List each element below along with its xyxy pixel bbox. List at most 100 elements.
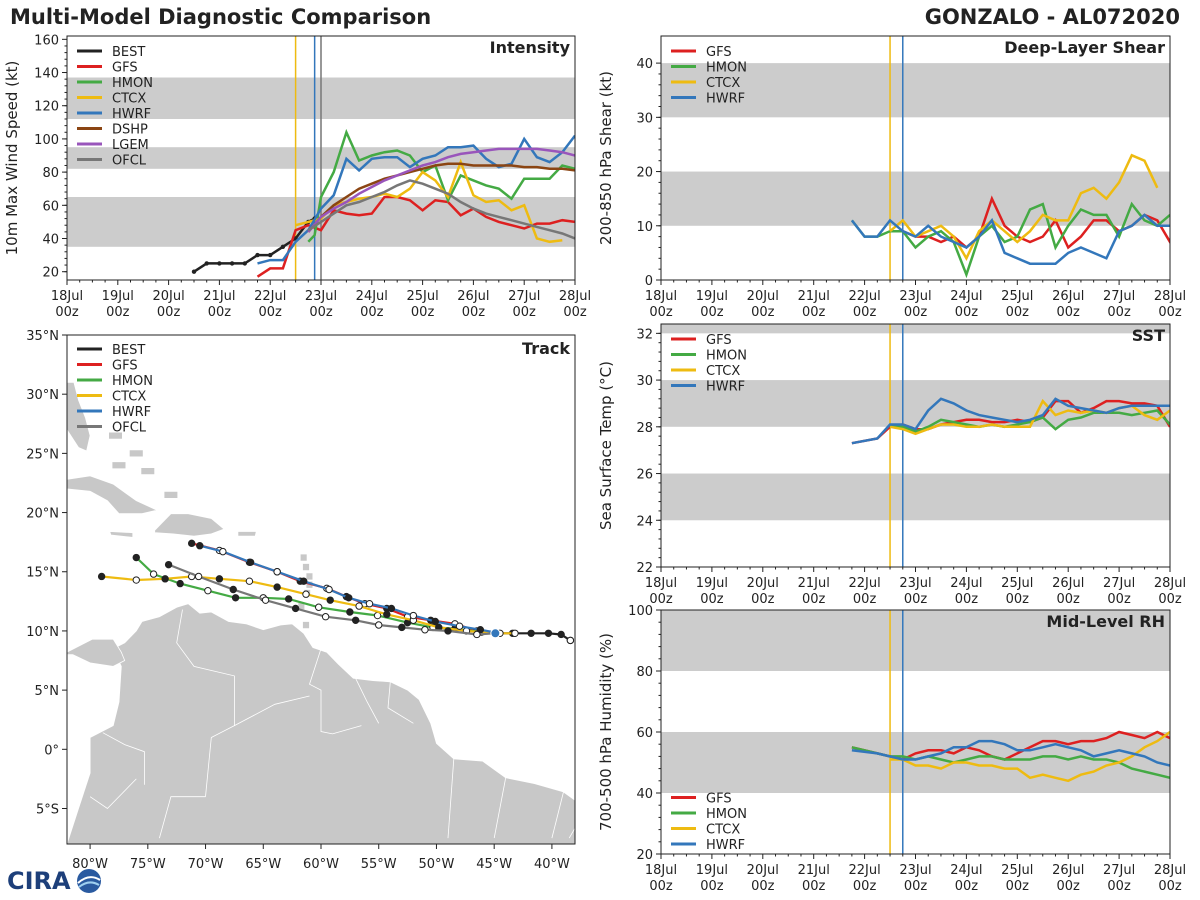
shear-xtick-date: 21Jul <box>798 289 830 304</box>
sst-ytick-label: 24 <box>636 514 653 529</box>
intensity-best-point <box>191 269 197 274</box>
land-bahamas <box>140 467 156 476</box>
shear-title: Deep-Layer Shear <box>1004 38 1165 57</box>
sst-xtick-date: 25Jul <box>1001 576 1033 591</box>
sst-ytick-label: 32 <box>636 327 653 342</box>
sst-xtick-date: 26Jul <box>1052 576 1084 591</box>
sst-band <box>661 380 1170 427</box>
land-hispaniola <box>154 513 225 537</box>
country-border <box>493 777 507 839</box>
track-point-ctcx <box>273 583 281 591</box>
intensity-title: Intensity <box>490 38 571 57</box>
land-bahamas <box>108 431 123 440</box>
intensity-xtick-hour: 00z <box>309 305 333 320</box>
shear-series-hwrf <box>850 213 1170 265</box>
sst-xtick-date: 20Jul <box>747 576 779 591</box>
track-xtick-label: 80°W <box>72 857 108 872</box>
track-legend-label: HMON <box>112 374 153 389</box>
country-border <box>234 695 310 726</box>
track-xtick-label: 45°W <box>476 857 512 872</box>
country-border <box>102 732 145 785</box>
sst-legend-label: CTCX <box>706 364 740 379</box>
shear-legend-label: HMON <box>706 61 747 76</box>
country-border <box>176 609 235 797</box>
intensity-ytick-label: 80 <box>42 166 59 181</box>
rh-xtick-hour: 00z <box>1107 879 1131 894</box>
shear-xtick-date: 26Jul <box>1052 289 1084 304</box>
shear-ytick-label: 0 <box>645 274 653 289</box>
shear-xtick-date: 22Jul <box>848 289 880 304</box>
track-point-hwrf <box>196 542 204 550</box>
track-xtick-label: 60°W <box>303 857 339 872</box>
sst-xtick-hour: 00z <box>751 592 775 607</box>
intensity-xtick-date: 22Jul <box>254 289 286 304</box>
track-series-hwrf <box>199 544 501 635</box>
land-cuba <box>67 475 159 515</box>
track-point-ofcl <box>291 604 300 613</box>
track-latest-point <box>566 636 575 645</box>
country-border <box>387 681 414 724</box>
intensity-best-point <box>268 252 273 258</box>
rh-xtick-hour: 00z <box>751 879 775 894</box>
country-border <box>551 791 564 839</box>
intensity-legend-label: BEST <box>112 45 145 60</box>
shear-xtick-date: 20Jul <box>747 289 779 304</box>
track-point-hwrf <box>431 617 439 626</box>
track-point-hmon <box>204 586 212 595</box>
track-ytick-label: 15°N <box>26 566 59 581</box>
track-xtick-label: 50°W <box>419 857 455 872</box>
shear-xtick-date: 28Jul <box>1154 289 1186 304</box>
rh-xtick-date: 18Jul <box>645 863 677 878</box>
track-xtick-label: 75°W <box>130 857 166 872</box>
track-ytick-label: 10°N <box>26 625 59 640</box>
sst-ytick-label: 30 <box>636 374 653 389</box>
cira-logo: CIRA <box>5 866 105 896</box>
track-xtick-label: 70°W <box>188 857 224 872</box>
sst-title: SST <box>1132 326 1165 345</box>
track-map <box>67 381 575 844</box>
intensity-ytick-label: 40 <box>42 233 59 248</box>
intensity-best-point <box>217 261 222 266</box>
land-bahamas <box>163 490 179 499</box>
rh-xtick-hour: 00z <box>904 879 928 894</box>
shear-legend-label: GFS <box>706 45 732 60</box>
shear-ytick-label: 40 <box>636 57 653 72</box>
shear-xtick-hour: 00z <box>1006 305 1030 320</box>
intensity-best-point <box>242 261 247 266</box>
intensity-xtick-hour: 00z <box>462 305 486 320</box>
rh-xtick-date: 19Jul <box>696 863 728 878</box>
sst-xtick-date: 18Jul <box>645 576 677 591</box>
sst-xtick-date: 21Jul <box>798 576 830 591</box>
rh-ytick-label: 80 <box>636 665 653 680</box>
track-ytick-label: 5°N <box>35 684 60 699</box>
intensity-ylabel: 10m Max Wind Speed (kt) <box>3 61 21 256</box>
rh-xtick-date: 21Jul <box>798 863 830 878</box>
sst-xtick-hour: 00z <box>1057 592 1081 607</box>
track-ytick-label: 30°N <box>26 388 59 403</box>
intensity-xtick-date: 25Jul <box>406 289 438 304</box>
sst-xtick-date: 28Jul <box>1154 576 1186 591</box>
intensity-xtick-hour: 00z <box>259 305 283 320</box>
intensity-legend-label: GFS <box>112 61 138 76</box>
rh-ytick-label: 100 <box>628 604 653 619</box>
intensity-legend-label: OFCL <box>112 154 147 169</box>
rh-xtick-hour: 00z <box>700 879 724 894</box>
rh-xtick-date: 28Jul <box>1154 863 1186 878</box>
land-florida <box>67 381 91 452</box>
rh-xtick-date: 22Jul <box>848 863 880 878</box>
intensity-xtick-date: 26Jul <box>457 289 489 304</box>
track-point-hwrf <box>299 577 308 585</box>
track-point-hwrf <box>409 611 418 620</box>
track-point-ofcl <box>351 616 360 624</box>
rh-legend-label: CTCX <box>706 823 740 838</box>
shear-xtick-hour: 00z <box>649 305 673 320</box>
intensity-series-ofcl <box>307 179 575 240</box>
intensity-xtick-date: 23Jul <box>305 289 337 304</box>
rh-xtick-hour: 00z <box>649 879 673 894</box>
track-point-ctcx <box>511 629 519 637</box>
track-point-hmon <box>314 603 323 611</box>
sst-series-hwrf <box>851 397 1170 445</box>
shear-xtick-date: 27Jul <box>1103 289 1135 304</box>
rh-xtick-date: 27Jul <box>1103 863 1135 878</box>
track-point-ctcx <box>161 575 169 583</box>
